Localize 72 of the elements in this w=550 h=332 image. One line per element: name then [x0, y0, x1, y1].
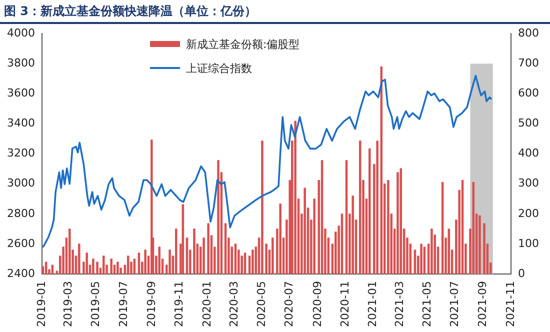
x-tick-label: 2020-11	[338, 281, 352, 328]
y-tick-label: 3600	[6, 86, 35, 100]
y-tick-label: 3400	[6, 116, 35, 130]
bar	[396, 172, 399, 274]
y-tick-label: 3200	[6, 146, 35, 160]
bar	[294, 120, 296, 274]
bar	[376, 140, 378, 274]
x-tick-label: 2019-05	[89, 281, 102, 328]
y2-tick-label: 800	[518, 26, 540, 40]
bar	[174, 228, 178, 274]
bar	[368, 148, 371, 274]
bar	[144, 250, 146, 274]
bar	[352, 196, 354, 274]
x-tick-label: 2020-09	[310, 281, 324, 328]
bar	[478, 215, 481, 274]
bar	[102, 256, 105, 274]
bar	[420, 244, 422, 274]
bar	[86, 252, 88, 274]
y-tick-label: 3000	[6, 176, 35, 190]
bar	[68, 228, 71, 274]
y-tick-label: 2800	[6, 206, 35, 220]
x-tick-label: 2021-05	[420, 281, 434, 328]
bar	[116, 262, 119, 274]
y2-tick-label: 500	[518, 116, 540, 130]
x-tick-label: 2019-09	[144, 281, 158, 328]
y2-tick-label: 200	[518, 206, 540, 220]
bar	[313, 198, 316, 274]
bar	[96, 262, 98, 274]
bar	[202, 238, 205, 274]
y-tick-label: 2600	[6, 236, 35, 250]
bar	[483, 223, 486, 274]
x-tick-label: 2019-11	[172, 281, 186, 328]
bar	[252, 250, 254, 274]
x-tick-label: 2019-07	[116, 281, 130, 328]
bar	[193, 228, 196, 274]
bar	[261, 140, 264, 274]
bar	[110, 258, 112, 274]
bar	[207, 223, 210, 274]
x-tick-label: 2021-09	[476, 281, 490, 328]
x-tick-label: 2020-03	[227, 281, 240, 328]
x-tick-label: 2021-11	[504, 281, 517, 328]
bar	[430, 228, 433, 274]
y2-tick-label: 400	[518, 146, 540, 160]
x-tick-label: 2021-01	[366, 281, 380, 328]
chart-title: 图 3：新成立基金份额快速降温（单位：亿份）	[0, 0, 550, 24]
bar	[217, 160, 220, 274]
legend-label: 上证综合指数	[186, 60, 252, 76]
bar	[92, 258, 94, 274]
y2-tick-label: 100	[518, 236, 540, 250]
y-tick-label: 4000	[6, 26, 35, 40]
x-tick-label: 2019-01	[34, 281, 48, 328]
bar	[158, 246, 160, 274]
bar	[78, 244, 80, 274]
bar	[279, 204, 282, 274]
bar	[304, 188, 306, 274]
x-tick-label: 2020-07	[282, 281, 296, 328]
y2-tick-label: 700	[518, 56, 540, 70]
x-tick-label: 2020-05	[255, 281, 268, 328]
y2-tick-label: 300	[518, 176, 540, 190]
y2-tick-label: 0	[518, 266, 526, 280]
y2-tick-label: 600	[518, 86, 540, 100]
bar	[387, 180, 390, 274]
x-tick-label: 2021-03	[392, 281, 406, 328]
x-tick-label: 2020-01	[200, 281, 214, 328]
x-tick-label: 2021-07	[448, 281, 462, 328]
bar	[51, 264, 54, 274]
bar	[168, 250, 171, 274]
legend-label: 新成立基金份额:偏股型	[186, 36, 300, 52]
y-tick-label: 3800	[6, 56, 35, 70]
x-tick-label: 2019-03	[62, 281, 75, 328]
y-tick-label: 2400	[6, 266, 35, 280]
bar	[272, 238, 274, 274]
